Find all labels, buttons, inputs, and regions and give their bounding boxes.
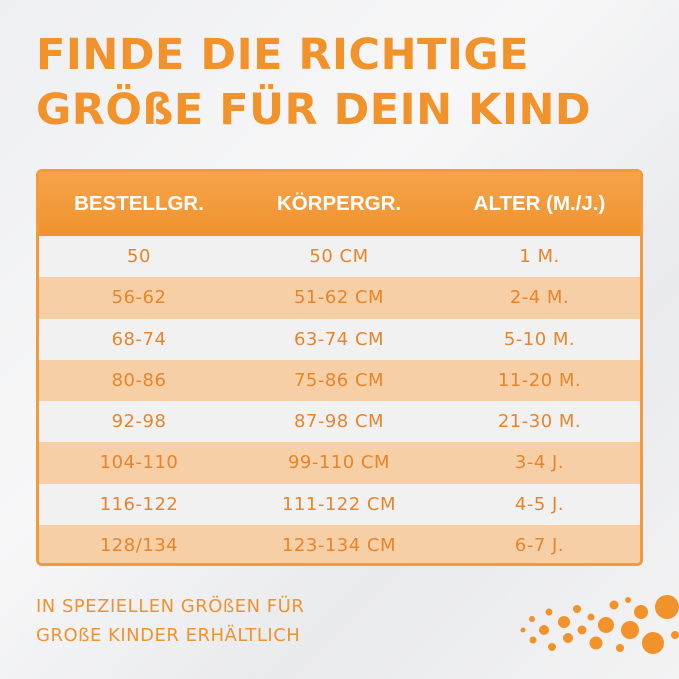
orange-bubbles-icon: [520, 595, 679, 654]
cell-age: 2-4 M.: [509, 287, 570, 309]
cell-age: 21-30 M.: [497, 411, 582, 433]
table-row: 68-74 63-74 CM 5-10 M.: [39, 319, 640, 360]
cell-order-size: 56-62: [111, 287, 167, 309]
cell-body-height: 63-74 CM: [293, 328, 385, 350]
cell-body-height: 87-98 CM: [293, 411, 385, 433]
table-row: 80-86 75-86 CM 11-20 M.: [39, 359, 640, 401]
header-order-size: BESTELLGR.: [74, 192, 204, 215]
table-row: 104-110 99-110 CM 3-4 J.: [39, 442, 640, 484]
availability-note: IN SPEZIELLEN GRÖßEN FÜR GROßE KINDER ER…: [36, 592, 304, 650]
size-table: BESTELLGR. KÖRPERGR. ALTER (M./J.) 50 50…: [36, 169, 643, 566]
note-line-2: GROßE KINDER ERHÄLTLICH: [36, 625, 301, 646]
cell-order-size: 80-86: [111, 369, 167, 391]
page-title: FINDE DIE RICHTIGE GRÖßE FÜR DEIN KIND: [36, 28, 666, 138]
table-row: 92-98 87-98 CM 21-30 M.: [39, 401, 640, 442]
cell-age: 4-5 J.: [514, 493, 565, 515]
cell-body-height: 75-86 CM: [293, 369, 385, 391]
cell-order-size: 50: [127, 246, 151, 268]
title-line-1: FINDE DIE RICHTIGE: [36, 30, 530, 80]
cell-body-height: 51-62 CM: [293, 287, 385, 309]
cell-body-height: 111-122 CM: [281, 493, 397, 515]
cell-order-size: 128/134: [99, 534, 179, 556]
table-row: 50 50 CM 1 M.: [39, 236, 640, 277]
cell-body-height: 123-134 CM: [281, 534, 397, 556]
table-row: 56-62 51-62 CM 2-4 M.: [39, 277, 640, 319]
cell-order-size: 104-110: [99, 452, 179, 474]
cell-order-size: 68-74: [111, 328, 167, 350]
table-row: 128/134 123-134 CM 6-7 J.: [39, 524, 640, 563]
cell-body-height: 50 CM: [309, 246, 369, 268]
cell-age: 11-20 M.: [497, 369, 582, 391]
cell-order-size: 116-122: [99, 493, 179, 515]
cell-age: 6-7 J.: [514, 534, 565, 556]
cell-body-height: 99-110 CM: [287, 452, 391, 474]
header-body-height: KÖRPERGR.: [276, 192, 402, 215]
header-age: ALTER (M./J.): [473, 192, 606, 215]
table-header: BESTELLGR. KÖRPERGR. ALTER (M./J.): [39, 172, 640, 236]
cell-age: 3-4 J.: [514, 452, 565, 474]
cell-age: 5-10 M.: [503, 328, 576, 350]
title-line-2: GRÖßE FÜR DEIN KIND: [36, 85, 592, 135]
note-line-1: IN SPEZIELLEN GRÖßEN FÜR: [36, 596, 305, 617]
cell-order-size: 92-98: [111, 411, 167, 433]
table-row: 116-122 111-122 CM 4-5 J.: [39, 484, 640, 525]
cell-age: 1 M.: [519, 246, 560, 268]
